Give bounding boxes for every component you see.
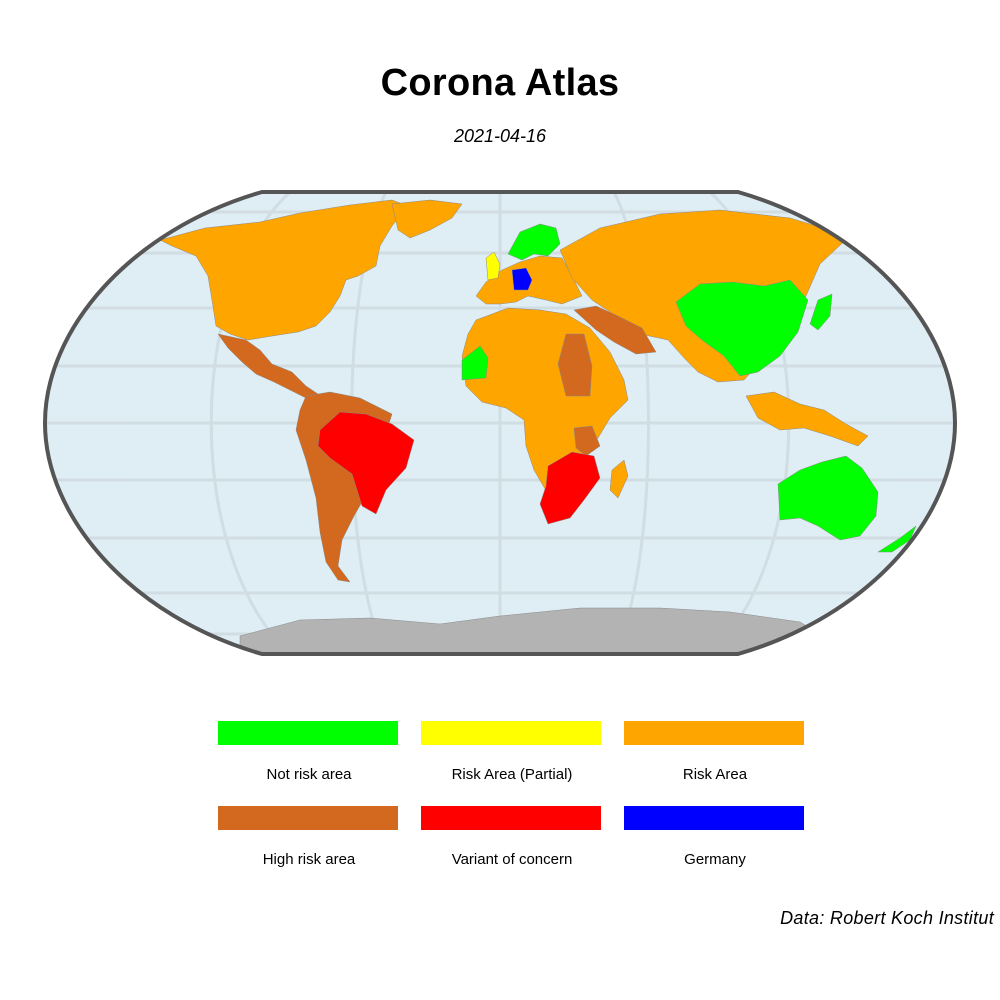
region-middle-east — [573, 305, 657, 355]
legend-label: Germany — [684, 851, 746, 868]
region-australia — [777, 455, 879, 541]
legend-swatch — [624, 806, 804, 830]
map-date: 2021-04-16 — [453, 126, 547, 146]
region-madagascar — [609, 459, 629, 499]
legend-item-variant-of-concern: Variant of concern — [421, 806, 603, 868]
region-tanzania — [573, 425, 601, 457]
legend-label: Risk Area — [682, 766, 748, 783]
legend-item-risk-area-partial: Risk Area (Partial) — [421, 721, 603, 783]
region-south-africa — [539, 451, 601, 525]
legend: Not risk area Risk Area (Partial) Risk A… — [218, 721, 808, 881]
region-sudan — [557, 333, 593, 397]
legend-swatch — [421, 806, 601, 830]
data-source-caption: Data: Robert Koch Institut — [780, 908, 994, 928]
countries — [159, 199, 917, 654]
region-mauritania — [461, 345, 489, 381]
map-title: Corona Atlas — [380, 62, 620, 104]
legend-item-not-risk-area: Not risk area — [218, 721, 400, 783]
region-germany — [511, 267, 533, 291]
legend-item-germany: Germany — [624, 806, 806, 868]
region-uk — [485, 251, 501, 281]
legend-swatch — [218, 721, 398, 745]
legend-item-risk-area: Risk Area — [624, 721, 806, 783]
legend-swatch — [421, 721, 601, 745]
region-brazil — [317, 411, 415, 515]
globe-frame — [42, 190, 958, 656]
legend-label: Variant of concern — [451, 851, 573, 868]
region-china — [675, 279, 809, 377]
legend-swatch — [218, 806, 398, 830]
region-greenland — [391, 199, 463, 239]
region-scandinavia — [507, 223, 561, 261]
legend-swatch — [624, 721, 804, 745]
region-southeast-asia — [745, 391, 869, 447]
region-new-zealand — [877, 525, 917, 553]
region-japan — [809, 293, 833, 331]
legend-label: High risk area — [262, 851, 356, 868]
legend-item-high-risk-area: High risk area — [218, 806, 400, 868]
region-north-america — [159, 199, 409, 341]
legend-label: Not risk area — [266, 766, 352, 783]
legend-label: Risk Area (Partial) — [451, 766, 573, 783]
region-antarctica — [239, 607, 831, 654]
